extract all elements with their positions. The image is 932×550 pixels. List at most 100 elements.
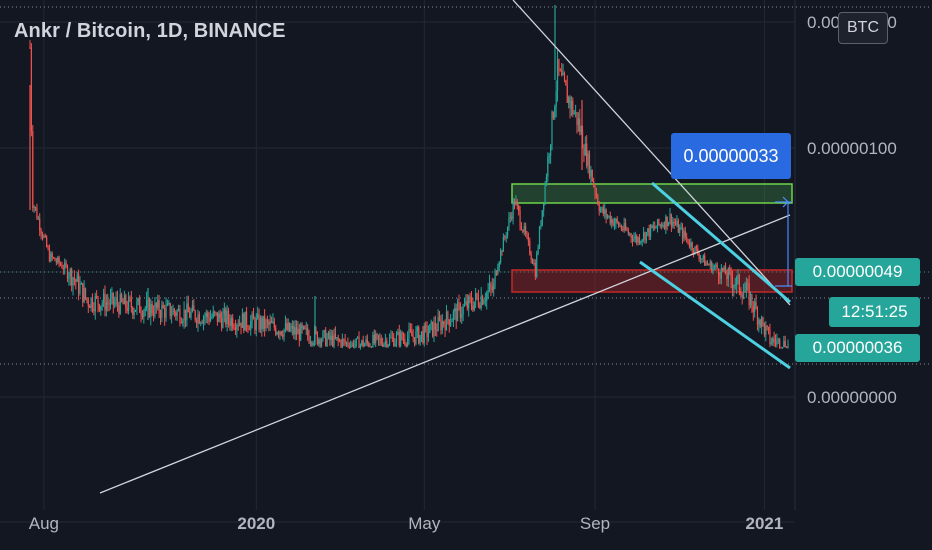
candle-body bbox=[699, 258, 702, 260]
zones[interactable] bbox=[511, 183, 793, 293]
candle-body bbox=[548, 155, 550, 158]
candle-body bbox=[232, 317, 234, 328]
candle-body bbox=[304, 326, 306, 329]
candle-body bbox=[772, 338, 774, 343]
candle-body bbox=[759, 319, 761, 327]
candle-body bbox=[177, 309, 180, 311]
candle-body bbox=[761, 317, 763, 327]
candle-body bbox=[780, 347, 782, 349]
drawings[interactable] bbox=[99, 0, 792, 494]
candle-body bbox=[491, 286, 493, 290]
candle-body bbox=[123, 295, 126, 305]
candle-body bbox=[255, 317, 257, 330]
candle-body bbox=[673, 221, 675, 224]
candle-body bbox=[165, 305, 167, 318]
candle-body bbox=[629, 233, 631, 235]
candle-body bbox=[93, 308, 95, 312]
candle-body bbox=[562, 73, 564, 76]
candle-body bbox=[419, 334, 421, 344]
candle-body bbox=[736, 276, 738, 285]
candle-body bbox=[765, 326, 767, 335]
candle-body bbox=[337, 337, 339, 341]
candle-body bbox=[701, 258, 703, 260]
candle-body bbox=[87, 300, 89, 306]
candle-body bbox=[186, 303, 188, 320]
candle-body bbox=[436, 329, 438, 331]
candle-body bbox=[358, 337, 360, 348]
candle-body bbox=[407, 337, 409, 347]
candle-body bbox=[749, 294, 752, 306]
candle-body bbox=[307, 328, 309, 336]
candle-body bbox=[387, 344, 389, 347]
candle-body bbox=[104, 293, 106, 311]
candle-body bbox=[554, 106, 556, 118]
candle-body bbox=[518, 205, 520, 211]
candle-body bbox=[547, 157, 549, 177]
candle-body bbox=[654, 226, 656, 229]
candle-body bbox=[526, 233, 528, 237]
channel-upper-line bbox=[651, 181, 791, 304]
candle-body bbox=[769, 329, 771, 345]
candle-body bbox=[773, 338, 775, 342]
candle-body bbox=[91, 297, 94, 309]
candle-body bbox=[211, 316, 213, 318]
candle-body bbox=[115, 298, 117, 303]
candle-body bbox=[338, 340, 341, 342]
candle-body bbox=[563, 73, 566, 81]
candle-body bbox=[282, 334, 284, 337]
candle-body bbox=[33, 207, 35, 209]
candle-body bbox=[390, 337, 392, 339]
candle-body bbox=[583, 148, 585, 156]
candle-body bbox=[66, 265, 69, 279]
candle-body bbox=[415, 330, 417, 344]
candle-body bbox=[100, 305, 102, 311]
candle-body bbox=[787, 344, 789, 348]
candle-body bbox=[369, 346, 371, 348]
candle-body bbox=[150, 303, 152, 317]
candle-body bbox=[577, 118, 579, 126]
candle-body bbox=[395, 334, 398, 344]
candle-body bbox=[114, 302, 116, 305]
candle-body bbox=[451, 320, 453, 323]
candle-body bbox=[647, 228, 649, 233]
candle-body bbox=[69, 268, 71, 277]
candle-body bbox=[722, 267, 724, 270]
candle-body bbox=[308, 335, 310, 343]
candle-body bbox=[655, 227, 657, 229]
candle-body bbox=[669, 213, 671, 223]
candle-body bbox=[65, 262, 67, 266]
candle-body bbox=[702, 255, 704, 259]
candle-body bbox=[695, 246, 697, 249]
candle-body bbox=[681, 227, 684, 239]
candle-body bbox=[118, 305, 120, 314]
candle-body bbox=[586, 143, 588, 166]
candle-body bbox=[763, 322, 765, 335]
candle-body bbox=[688, 243, 691, 247]
candle-body bbox=[373, 334, 375, 344]
candle-body bbox=[194, 310, 196, 320]
candle-body bbox=[544, 183, 546, 204]
candle-body bbox=[102, 293, 105, 304]
candle-body bbox=[506, 226, 509, 237]
candle-body bbox=[261, 318, 263, 330]
candle-body bbox=[541, 209, 543, 226]
candle-body bbox=[350, 346, 352, 348]
candle-body bbox=[397, 332, 399, 335]
candle-body bbox=[388, 337, 391, 345]
candle-body bbox=[443, 321, 445, 325]
candle-body bbox=[611, 219, 613, 224]
candle-body bbox=[456, 302, 459, 322]
candle-body bbox=[394, 343, 396, 347]
candle-body bbox=[565, 80, 567, 86]
candle-body bbox=[533, 262, 535, 264]
candle-body bbox=[508, 217, 510, 227]
red-zone bbox=[511, 269, 793, 293]
candle-body bbox=[408, 329, 410, 338]
candle-body bbox=[166, 303, 169, 306]
candle-body bbox=[101, 303, 103, 306]
candle-body bbox=[472, 305, 474, 310]
candle-body bbox=[39, 218, 41, 231]
candle-body bbox=[745, 283, 747, 291]
currency-toggle-button[interactable]: BTC bbox=[838, 12, 888, 44]
